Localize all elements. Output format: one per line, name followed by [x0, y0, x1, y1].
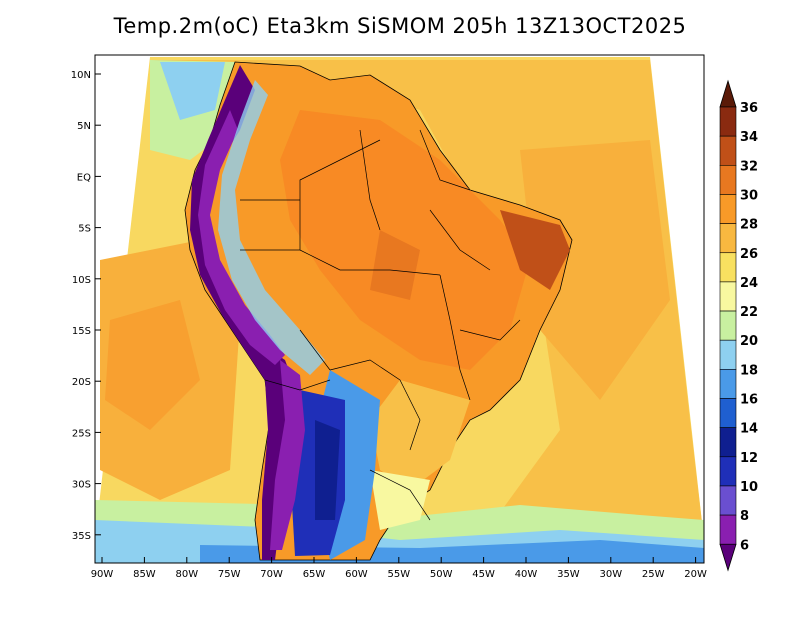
- colorbar-bottom-arrow: [719, 543, 737, 572]
- colorbar-segment: [719, 485, 737, 516]
- colorbar-label: 22: [740, 305, 758, 320]
- colorbar-segment: [719, 135, 737, 166]
- colorbar-segment: [719, 281, 737, 312]
- colorbar-label: 28: [740, 218, 758, 233]
- colorbar-label: 14: [740, 422, 758, 437]
- colorbar-segment: [719, 456, 737, 487]
- colorbar-label: 24: [740, 276, 758, 291]
- andes-cold-ridge: [190, 65, 300, 560]
- northeast-hot-spot: [500, 210, 570, 290]
- andes-cold-ridge-inner: [198, 110, 285, 365]
- colorbar-segment: [719, 223, 737, 254]
- lon-tick-label: 50W: [430, 569, 453, 580]
- lat-tick-label: 15S: [72, 326, 91, 337]
- interior-hot-region: [280, 110, 530, 370]
- colorbar-label: 8: [740, 509, 749, 524]
- colorbar-label: 18: [740, 363, 758, 378]
- lat-tick-label: 35S: [72, 531, 91, 542]
- lat-tick-label: 30S: [72, 480, 91, 491]
- colorbar-segment: [719, 106, 737, 137]
- lat-tick-label: 20S: [72, 377, 91, 388]
- map-frame: [94, 54, 705, 564]
- colorbar-segment: [719, 427, 737, 458]
- lat-tick-label: 10S: [72, 275, 91, 286]
- lon-tick-label: 55W: [387, 569, 410, 580]
- colorbar-label: 6: [740, 538, 749, 553]
- lon-tick-label: 70W: [260, 569, 283, 580]
- southern-andes-cold: [270, 360, 305, 550]
- pacific-warm-core: [105, 300, 200, 430]
- country-borders: [240, 129, 521, 521]
- temperature-field: [95, 57, 704, 563]
- andes-slopes-cool: [218, 80, 325, 375]
- lon-tick-label: 60W: [345, 569, 368, 580]
- nw-pacific-colder: [160, 62, 225, 120]
- colorbar-segment: [719, 339, 737, 370]
- atlantic-warm-core: [520, 140, 670, 400]
- colorbar-label: 34: [740, 130, 758, 145]
- colorbar-label: 10: [740, 480, 758, 495]
- lon-tick-label: 30W: [599, 569, 622, 580]
- colorbar-segment: [719, 369, 737, 399]
- lat-tick-label: 25S: [72, 428, 91, 439]
- south-brazil-mild: [370, 380, 470, 490]
- map-title: Temp.2m(oC) Eta3km SiSMOM 205h 13Z13OCT2…: [113, 14, 687, 38]
- colorbar-segment: [719, 398, 737, 428]
- colorbar-label: 20: [740, 334, 758, 349]
- lon-tick-label: 40W: [515, 569, 538, 580]
- lon-tick-label: 90W: [91, 569, 114, 580]
- colorbar-top-arrow: [719, 79, 737, 108]
- colorbar-segment: [719, 252, 737, 283]
- colorbar-segment: [719, 165, 737, 195]
- colorbar-segment: [719, 514, 737, 545]
- colorbar-label: 32: [740, 159, 758, 174]
- uruguay-mild: [370, 470, 430, 530]
- lon-tick-label: 75W: [218, 569, 241, 580]
- colorbar-segment: [719, 194, 737, 224]
- lon-tick-label: 25W: [642, 569, 665, 580]
- lat-tick-label: 5N: [77, 121, 91, 132]
- latitude-axis: 10N 5N EQ 5S 10S 15S 20S 25S 30S 35S: [71, 70, 101, 542]
- lon-tick-label: 80W: [175, 569, 198, 580]
- longitude-axis: 90W 85W 80W 75W 70W 65W 60W 55W 50W 45W 40W 35W 30W 2…: [91, 557, 707, 580]
- lon-tick-label: 35W: [557, 569, 580, 580]
- lat-tick-label: EQ: [77, 172, 91, 183]
- lon-tick-label: 85W: [133, 569, 156, 580]
- colorbar-label: 36: [740, 101, 758, 116]
- colorbar-segment: [719, 310, 737, 341]
- colorbar-label: 30: [740, 188, 758, 203]
- colorbar-label: 12: [740, 451, 758, 466]
- central-hot-spot: [370, 230, 420, 300]
- lat-tick-label: 5S: [78, 224, 91, 235]
- lon-tick-label: 65W: [303, 569, 326, 580]
- colorbar-label: 16: [740, 393, 758, 408]
- lat-tick-label: 10N: [71, 70, 91, 81]
- lon-tick-label: 45W: [472, 569, 495, 580]
- colorbar: 36 34 32 30 28 26 24 22 20 18 16 14 12 10 8 6: [719, 79, 758, 572]
- colorbar-label: 26: [740, 247, 758, 262]
- lon-tick-label: 20W: [684, 569, 707, 580]
- argentina-coldest-core: [315, 420, 340, 520]
